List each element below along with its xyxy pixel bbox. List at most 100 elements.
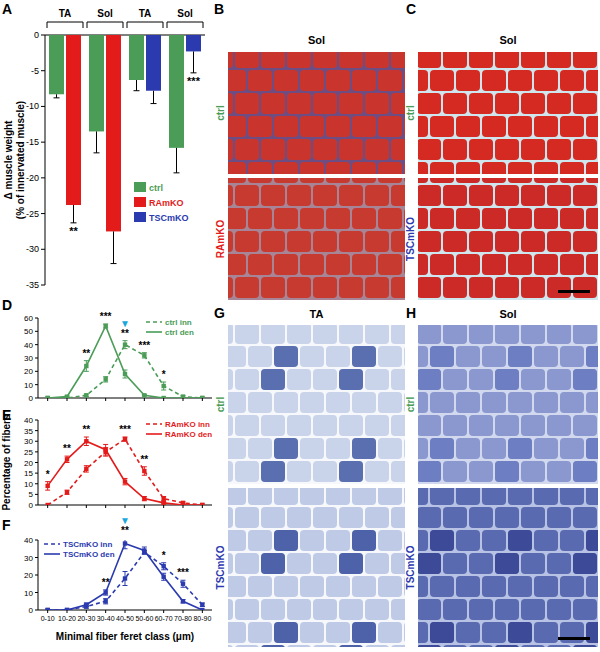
micrograph-fibers: [418, 52, 598, 174]
error-bar: [103, 377, 108, 382]
legend-swatch: [134, 197, 146, 207]
group-label: TA: [59, 8, 72, 19]
error-bar: [123, 370, 128, 378]
micrograph-fibers: [228, 488, 405, 647]
error-bar: [123, 572, 128, 586]
marker: [65, 608, 69, 610]
x-tick: [47, 398, 48, 401]
error-bar: [54, 94, 60, 98]
error-bar: [142, 353, 147, 358]
y-tick: [41, 70, 45, 71]
micrograph-fibers: [418, 178, 598, 300]
x-tick-label: 80-90: [193, 615, 211, 622]
y-tick: [35, 420, 38, 421]
marker: [200, 503, 204, 505]
image-title: Sol: [308, 34, 325, 46]
y-tick: [41, 106, 45, 107]
significance: ***: [100, 311, 112, 322]
error-bar: [161, 563, 166, 570]
marker: [103, 377, 107, 381]
marker: [123, 479, 127, 483]
group-label: Sol: [177, 8, 193, 19]
x-tick: [163, 398, 164, 401]
x-tick: [105, 610, 106, 613]
panel-letter: G: [214, 305, 225, 321]
error-bar: [142, 547, 147, 554]
marker: [84, 393, 88, 397]
error-bar: [103, 599, 108, 604]
error-bar: [84, 361, 89, 372]
panel-letter: D: [2, 297, 12, 313]
significance: ***: [119, 424, 131, 435]
group-bracket: [127, 22, 163, 28]
marker: [161, 384, 165, 388]
error-bar: [103, 590, 108, 595]
marker: [45, 503, 49, 505]
panel-letter: B: [214, 1, 224, 17]
y-tick-label: 20: [24, 367, 33, 376]
micrograph: [418, 488, 598, 647]
y-tick: [35, 331, 38, 332]
error-bar: [191, 51, 197, 72]
image-label: TSCmKO: [405, 217, 416, 261]
y-tick-label: 30: [24, 554, 33, 563]
marker: [103, 324, 107, 328]
micrograph-fibers: [228, 178, 405, 300]
panel-letter: C: [406, 1, 416, 17]
x-tick: [202, 610, 203, 613]
x-tick: [86, 505, 87, 508]
group-label: TA: [139, 8, 152, 19]
micrograph: [418, 52, 598, 174]
legend-label: TSCmKO inn: [63, 540, 112, 549]
y-tick: [35, 483, 38, 484]
y-tick-label: 10: [24, 589, 33, 598]
lines: [45, 324, 204, 398]
marker: [161, 564, 165, 568]
y-tick: [41, 213, 45, 214]
micrograph: [228, 488, 405, 647]
error-bar: [181, 600, 186, 604]
x-tick: [183, 505, 184, 508]
x-tick-label: 60-70: [155, 615, 173, 622]
y-tick-label: 40: [24, 341, 33, 350]
error-bar: [161, 497, 166, 501]
x-tick: [144, 398, 145, 401]
y-tick: [35, 371, 38, 372]
group-bracket: [87, 22, 123, 28]
micrograph-fibers: [228, 325, 405, 484]
y-tick-label: -15: [26, 137, 39, 147]
legend-line: [44, 553, 60, 555]
y-tick-label: -30: [26, 244, 39, 254]
y-tick: [41, 249, 45, 250]
marker: [84, 439, 88, 443]
y-tick: [35, 462, 38, 463]
legend-label: TSCmKO den: [63, 550, 115, 559]
significance: ***: [177, 567, 189, 578]
bars: [49, 35, 201, 264]
x-tick-label: 70-80: [174, 615, 192, 622]
x-tick: [202, 398, 203, 401]
y-tick-label: 40: [24, 416, 33, 425]
micrograph: [228, 52, 405, 174]
series-line: [48, 441, 203, 505]
y-tick-label: 5: [29, 490, 34, 499]
marker: [200, 396, 204, 398]
micrograph-fibers: [418, 325, 598, 484]
error-bar: [65, 490, 70, 494]
error-bar: [142, 467, 147, 476]
bar: [89, 35, 104, 131]
micrograph-fibers: [418, 325, 598, 484]
y-axis-label: Percentage of fibers: [1, 414, 12, 511]
image-title: TA: [310, 308, 324, 320]
x-axis-label: Minimal fiber feret class (μm): [56, 631, 194, 642]
error-bar: [123, 437, 128, 441]
marker: [45, 396, 49, 398]
marker: [65, 490, 69, 494]
x-tick-label: 0-10: [41, 615, 55, 622]
panel-letter: H: [406, 305, 416, 321]
marker: [65, 394, 69, 398]
group-bracket: [47, 22, 83, 28]
y-tick: [35, 344, 38, 345]
error-bar: [84, 394, 89, 397]
marker: [123, 372, 127, 376]
